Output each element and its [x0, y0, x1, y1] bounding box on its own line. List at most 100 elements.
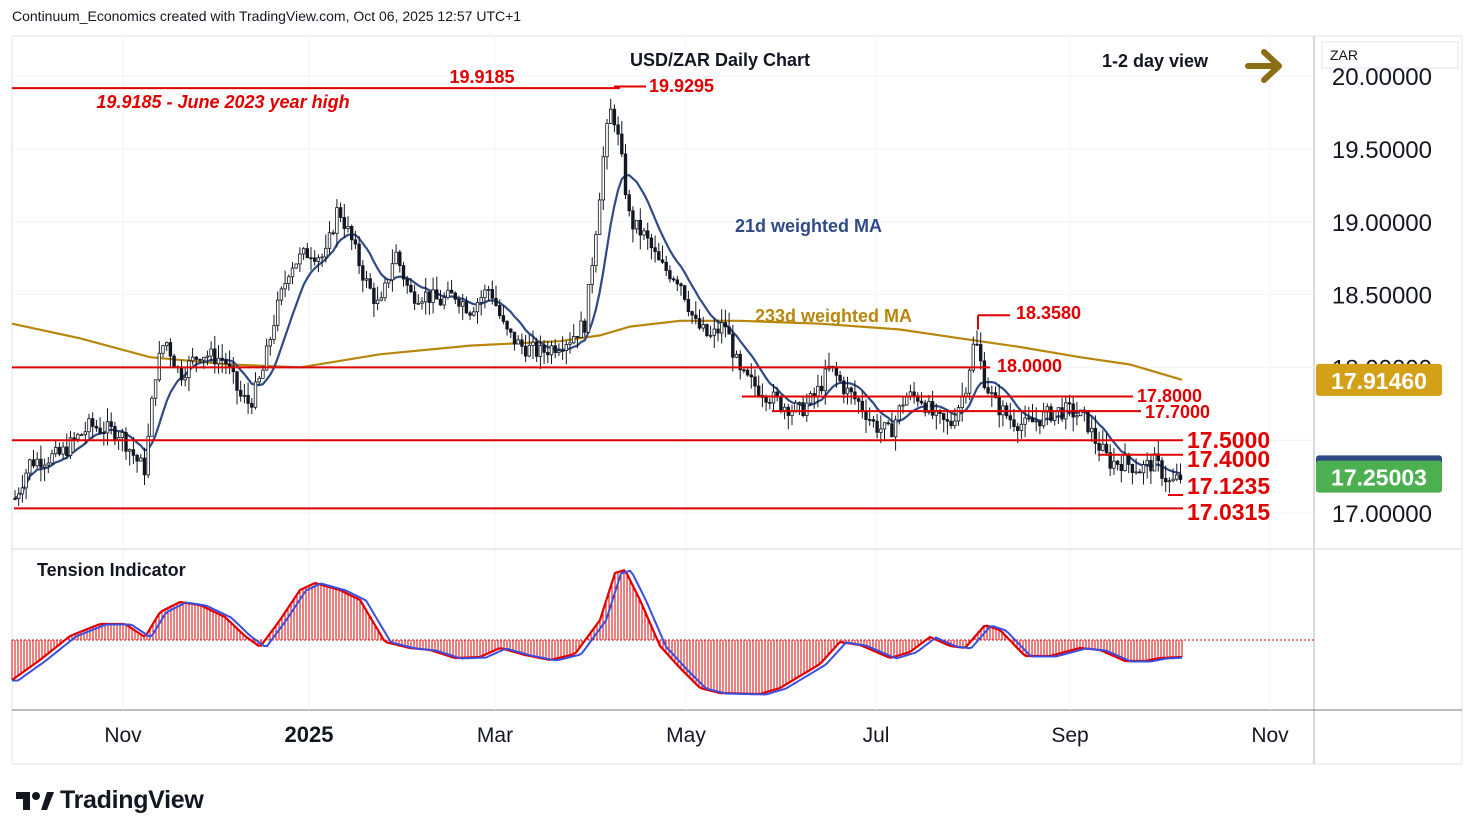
- level-label-18-0000: 18.0000: [997, 356, 1062, 376]
- candle-body: [856, 398, 861, 402]
- candle-body: [845, 387, 850, 395]
- candle-body: [631, 210, 635, 230]
- level-label-year-high: 19.9185 - June 2023 year high: [96, 92, 349, 112]
- candle-body: [1178, 474, 1183, 480]
- candle-body: [819, 385, 824, 392]
- candle-body: [279, 288, 284, 301]
- candle-body: [1115, 460, 1120, 465]
- candle-body: [716, 328, 720, 334]
- ma-21-line: [14, 174, 1181, 500]
- candle-body: [76, 434, 80, 440]
- candle-body: [738, 353, 742, 371]
- currency-box[interactable]: [1321, 41, 1459, 69]
- candle-body: [238, 389, 243, 397]
- candle-body: [960, 395, 964, 409]
- candle-body: [216, 357, 221, 365]
- candle-body: [520, 339, 524, 347]
- candle-body: [335, 207, 339, 234]
- candle-body: [1075, 415, 1079, 418]
- candle-body: [842, 380, 846, 395]
- candle-body: [338, 207, 343, 218]
- candle-body: [753, 376, 757, 387]
- candle-body: [13, 498, 17, 500]
- candle-body: [523, 345, 528, 357]
- candle-body: [172, 355, 176, 368]
- candle-body: [342, 217, 346, 229]
- candle-body: [535, 341, 539, 357]
- candle-body: [1019, 423, 1024, 431]
- candle-body: [1104, 443, 1109, 454]
- tradingview-logo[interactable]: TradingView: [14, 786, 204, 815]
- candle-body: [253, 381, 258, 408]
- y-tick-label: 19.00000: [1332, 210, 1432, 237]
- x-tick-label: 2025: [285, 722, 334, 747]
- y-tick-label: 18.50000: [1332, 283, 1432, 310]
- level-label-17-0315: 17.0315: [1187, 499, 1270, 525]
- candle-body: [890, 423, 894, 438]
- candle-body: [261, 369, 265, 379]
- candle-body: [57, 446, 62, 455]
- tension-line-blue: [12, 569, 1183, 696]
- candle-body: [594, 234, 598, 266]
- candle-body: [16, 493, 21, 500]
- candle-body: [357, 243, 361, 267]
- price-tag-label: 17.91460: [1331, 368, 1427, 394]
- candle-body: [1093, 427, 1098, 444]
- candle-body: [797, 402, 802, 405]
- candle-body: [412, 291, 417, 304]
- candle-body: [446, 289, 450, 298]
- candle-body: [1171, 478, 1175, 482]
- candle-body: [690, 311, 694, 316]
- candle-body: [642, 230, 646, 236]
- x-tick-label: Nov: [1251, 724, 1289, 747]
- candle-body: [150, 397, 154, 437]
- candle-body: [816, 385, 820, 398]
- candle-body: [749, 374, 753, 378]
- candle-body: [386, 279, 391, 284]
- candle-body: [379, 297, 383, 301]
- candle-body: [764, 396, 768, 403]
- candle-body: [612, 108, 617, 126]
- indicator-title: Tension Indicator: [37, 560, 186, 580]
- candle-body: [1134, 471, 1138, 474]
- x-axis[interactable]: Nov 2025 Mar May Jul Sep Nov: [104, 722, 1289, 747]
- candle-body: [61, 446, 65, 455]
- candle-body: [227, 363, 232, 367]
- candle-body: [1030, 418, 1035, 423]
- candle-body: [638, 219, 642, 236]
- x-tick-label: Jul: [863, 724, 890, 747]
- candle-body: [871, 419, 876, 422]
- candle-body: [457, 298, 461, 307]
- candle-body: [668, 270, 672, 280]
- candle-body: [479, 297, 483, 303]
- candle-body: [697, 318, 702, 329]
- candle-body: [312, 257, 317, 262]
- right-arrow-icon: [1245, 49, 1282, 83]
- candle-body: [220, 357, 224, 361]
- chart-header-attribution: Continuum_Economics created with Trading…: [12, 8, 522, 24]
- candle-body: [142, 457, 147, 476]
- candle-body: [464, 301, 469, 314]
- candle-body: [324, 247, 328, 258]
- candle-body: [546, 351, 550, 356]
- candle-body: [901, 404, 905, 407]
- candle-body: [183, 377, 187, 381]
- candle-body: [634, 219, 639, 230]
- candle-body: [127, 449, 132, 452]
- candle-body: [435, 289, 439, 300]
- candle-body: [98, 427, 102, 434]
- candle-body: [224, 359, 228, 365]
- candle-body: [549, 345, 554, 356]
- candle-body: [42, 464, 47, 468]
- candle-body: [483, 289, 487, 299]
- candle-body: [372, 287, 376, 304]
- candle-body: [475, 302, 480, 313]
- candle-body: [264, 345, 269, 371]
- tension-line-red: [11, 569, 1183, 696]
- candle-body: [605, 123, 609, 158]
- candle-body: [868, 419, 872, 421]
- candle-body: [701, 324, 705, 329]
- candle-body: [990, 392, 994, 395]
- candle-body: [494, 297, 498, 306]
